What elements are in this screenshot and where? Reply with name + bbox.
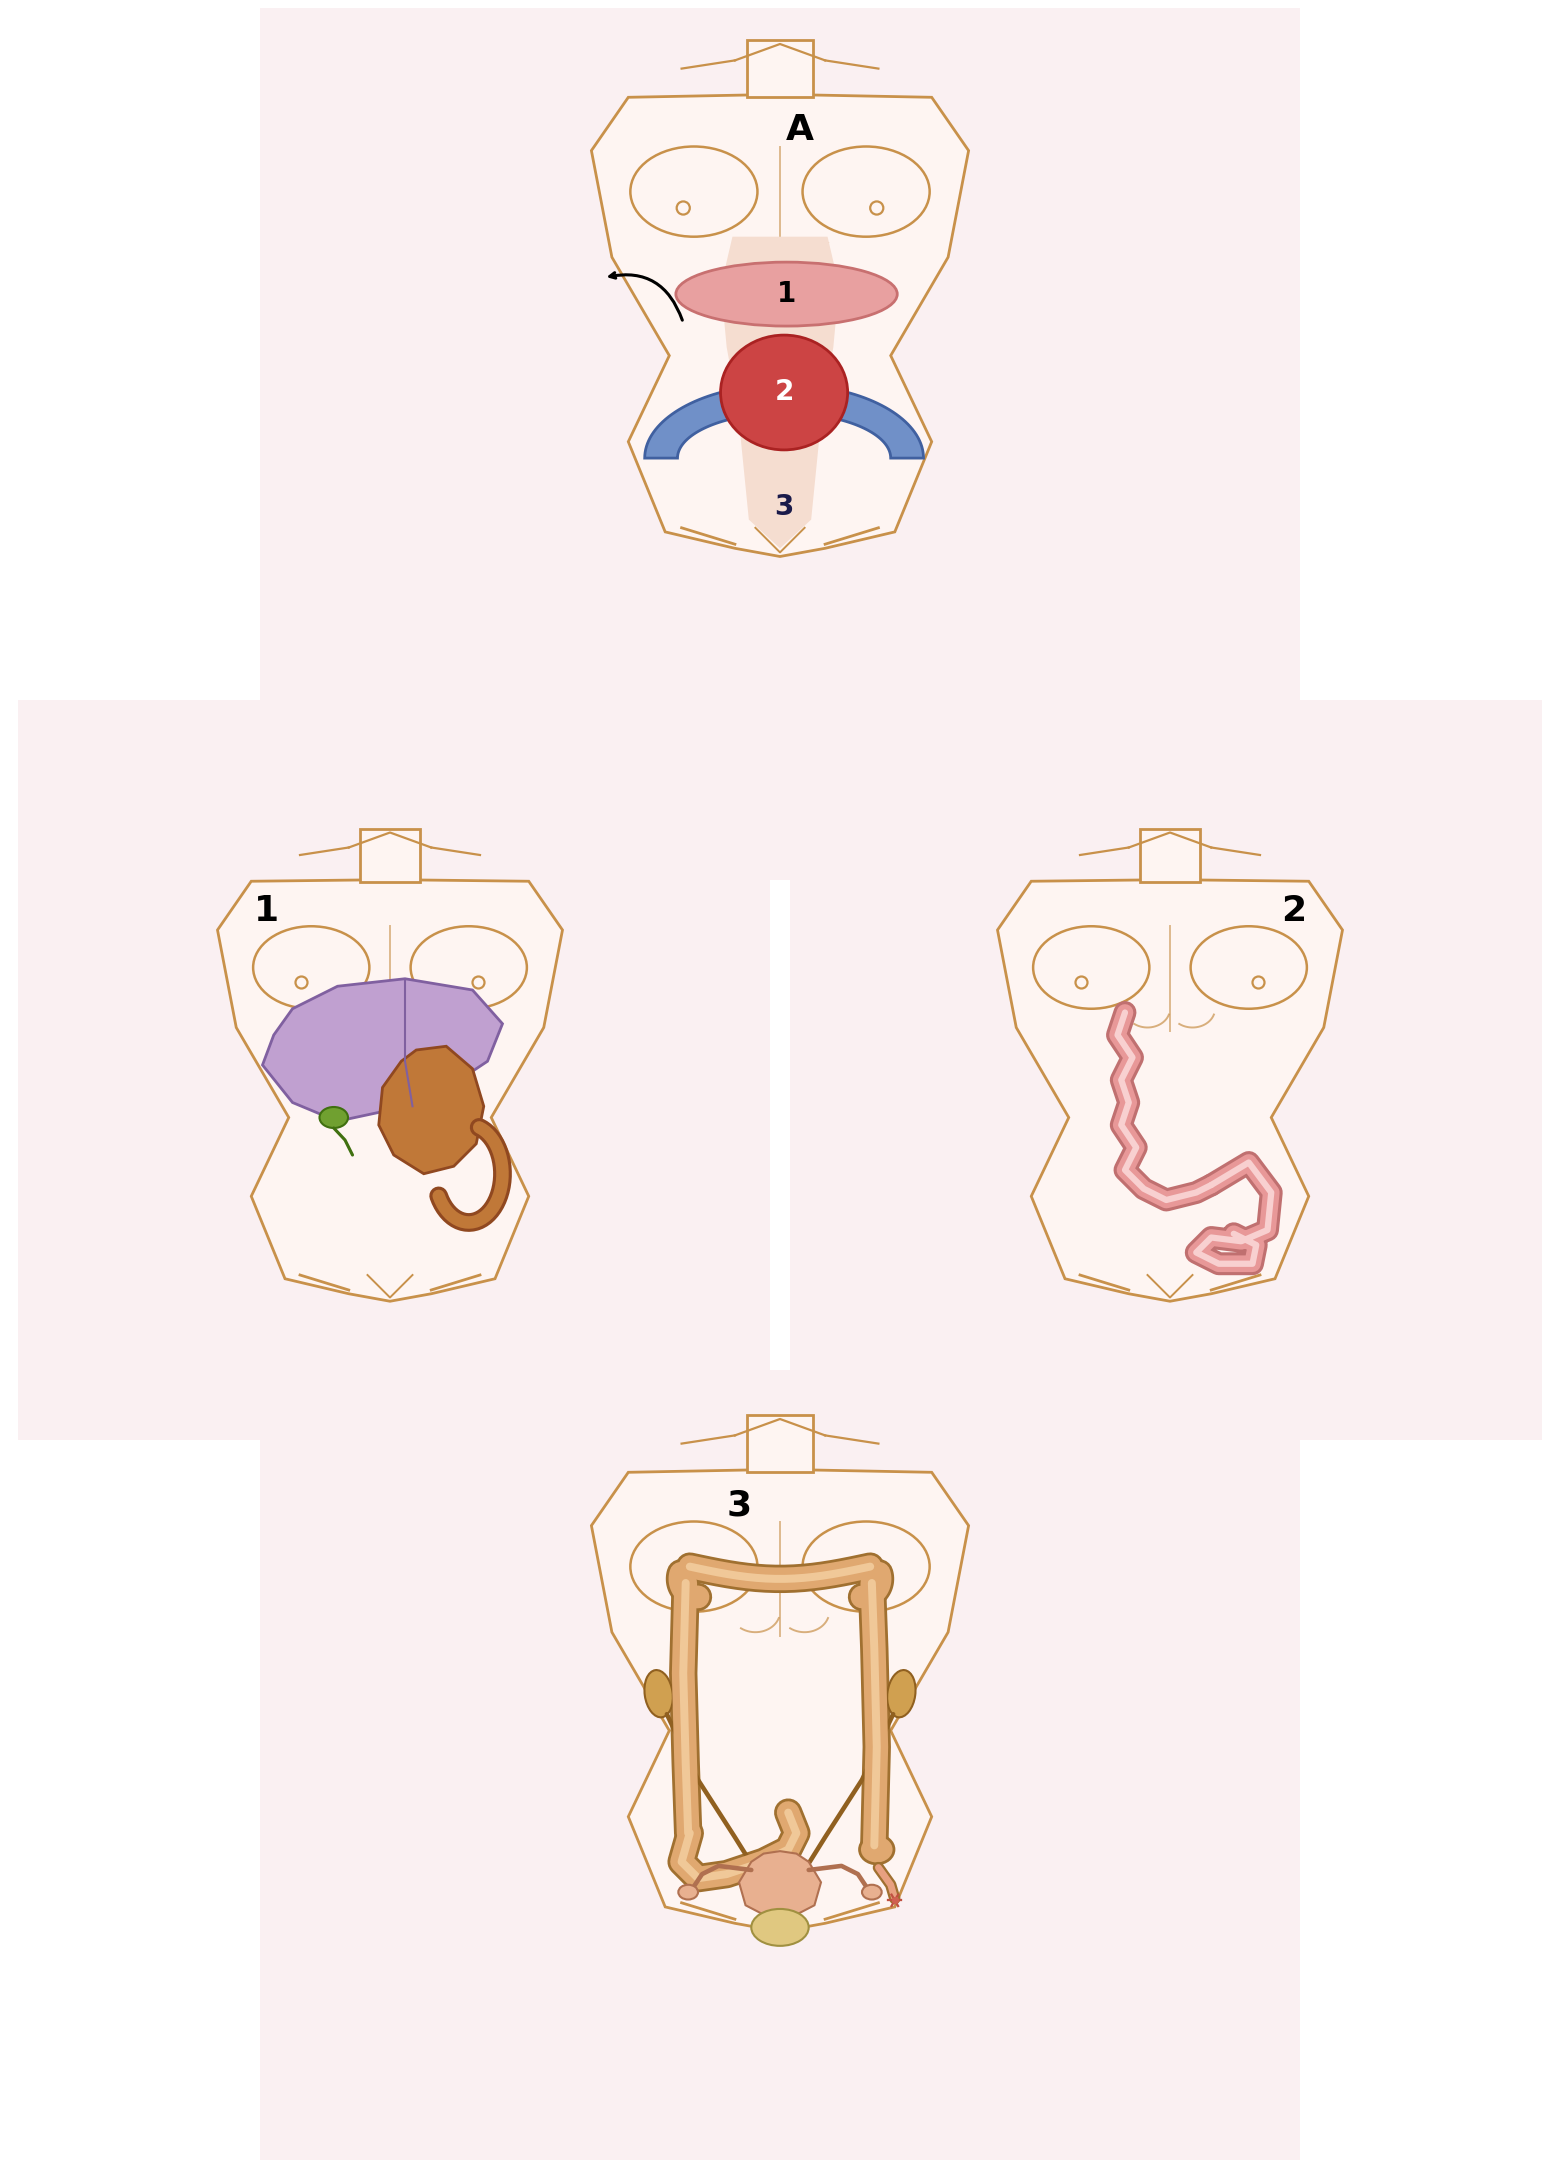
Ellipse shape <box>320 1108 348 1127</box>
Polygon shape <box>591 1470 969 1932</box>
Ellipse shape <box>675 262 897 325</box>
Text: 2: 2 <box>774 379 794 408</box>
Ellipse shape <box>802 1522 930 1611</box>
Ellipse shape <box>679 1884 697 1899</box>
Text: 1: 1 <box>254 893 279 928</box>
Text: 3: 3 <box>727 1487 752 1522</box>
Polygon shape <box>379 1047 484 1173</box>
Polygon shape <box>262 978 502 1121</box>
Ellipse shape <box>253 926 370 1008</box>
Text: 2: 2 <box>1281 893 1306 928</box>
Ellipse shape <box>888 1669 916 1717</box>
Polygon shape <box>789 700 1541 1440</box>
Polygon shape <box>19 700 771 1440</box>
Polygon shape <box>591 95 969 557</box>
Ellipse shape <box>860 1834 894 1864</box>
Polygon shape <box>261 9 1299 880</box>
Text: 3: 3 <box>774 494 794 520</box>
Polygon shape <box>721 236 839 549</box>
Polygon shape <box>747 39 813 98</box>
Polygon shape <box>360 828 420 882</box>
Ellipse shape <box>630 147 758 236</box>
Ellipse shape <box>1190 926 1307 1008</box>
Polygon shape <box>644 384 924 457</box>
Polygon shape <box>261 1370 1299 2159</box>
Polygon shape <box>217 880 563 1301</box>
Ellipse shape <box>644 1669 672 1717</box>
Polygon shape <box>1140 828 1200 882</box>
Polygon shape <box>739 1851 821 1919</box>
Text: 1: 1 <box>777 280 796 308</box>
Polygon shape <box>747 1416 813 1472</box>
Ellipse shape <box>752 1910 808 1947</box>
Ellipse shape <box>802 147 930 236</box>
Polygon shape <box>997 880 1343 1301</box>
Ellipse shape <box>721 336 847 451</box>
Ellipse shape <box>630 1522 758 1611</box>
Ellipse shape <box>863 1884 881 1899</box>
Text: A: A <box>786 113 814 147</box>
Ellipse shape <box>410 926 527 1008</box>
Ellipse shape <box>1033 926 1150 1008</box>
